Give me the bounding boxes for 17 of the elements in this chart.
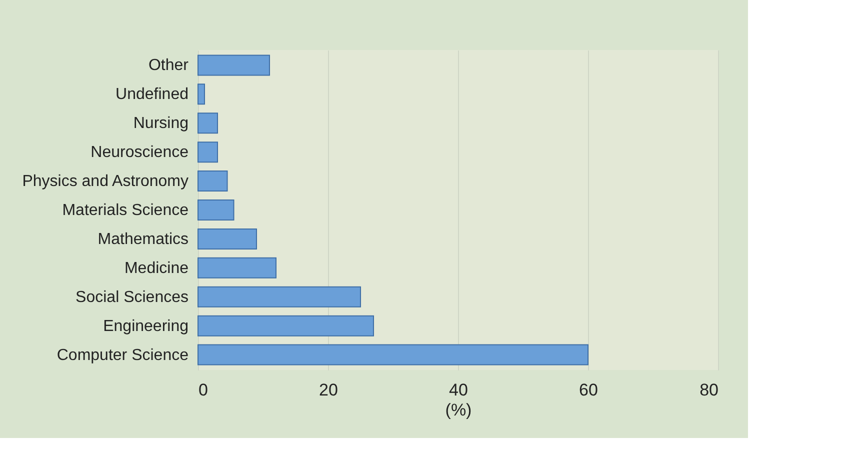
y-tick-label: Nursing	[133, 115, 188, 132]
y-tick-label: Computer Science	[56, 346, 189, 364]
y-tick-label: Medicine	[124, 260, 189, 277]
y-tick-label: Engineering	[103, 318, 188, 335]
y-tick-label: Neuroscience	[90, 144, 189, 162]
y-tick-label: Undefined	[116, 86, 188, 104]
y-tick-label: Social Sciences	[76, 288, 188, 306]
y-tick-label: Materials Science	[62, 202, 189, 219]
x-tick-label: 0	[198, 380, 208, 400]
y-tick-label: Other	[148, 57, 190, 74]
x-tick-label: 60	[579, 380, 598, 400]
x-axis-title: (%)	[445, 400, 472, 420]
y-tick-label: Physics and Astronomy	[22, 173, 188, 190]
x-tick-label: 20	[319, 380, 338, 400]
x-tick-label: 40	[449, 380, 468, 400]
x-tick-label: 80	[700, 380, 718, 400]
y-tick-label: Mathematics	[98, 230, 188, 248]
